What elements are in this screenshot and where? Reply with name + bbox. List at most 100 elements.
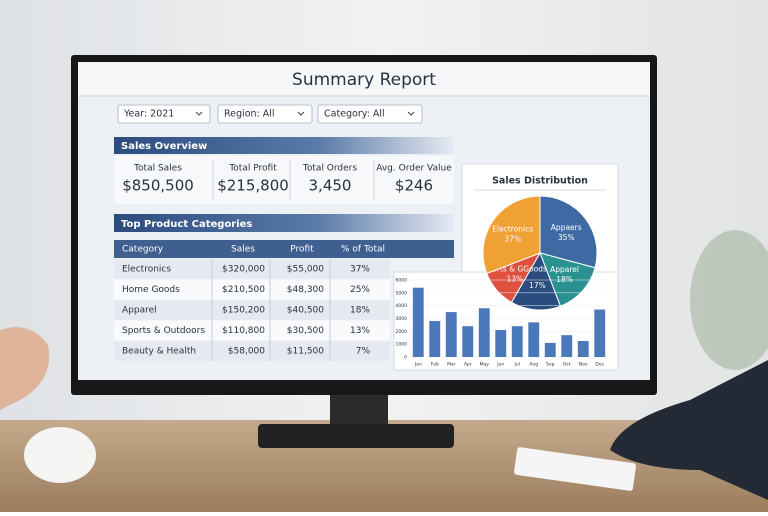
bar [478, 308, 490, 357]
kpi-value: 3,450 [309, 177, 352, 195]
slice-label: Appaers [551, 223, 582, 232]
kpi-value: $850,500 [122, 177, 194, 195]
kpi-label: Avg. Order Value [376, 164, 452, 174]
y-tick-label: 1000 [396, 342, 408, 348]
chevron [195, 111, 203, 116]
section-title: Sales Overview [121, 141, 207, 152]
y-tick-label: 2000 [396, 329, 408, 335]
table-row [114, 300, 390, 320]
table-cell: Beauty & Health [122, 347, 196, 357]
filter-label: Year: 2021 [123, 109, 174, 120]
table-header [114, 240, 454, 258]
column-header: % of Total [341, 245, 385, 255]
bar [528, 322, 540, 357]
x-tick-label: Jun [496, 362, 504, 368]
table-row [114, 259, 390, 279]
table-cell: 13% [350, 326, 370, 336]
table-cell: 18% [350, 306, 370, 316]
kpi-label: Total Profit [228, 164, 277, 174]
table-cell: Apparel [122, 306, 157, 316]
column-header: Category [122, 245, 164, 255]
table-cell: $110,800 [222, 326, 265, 336]
table-cell: $30,500 [287, 326, 324, 336]
bar [511, 326, 523, 357]
kpi-label: Total Orders [302, 164, 357, 174]
hand-left [0, 327, 50, 410]
filter-dropdown[interactable] [117, 104, 211, 124]
x-tick-label: Aug [529, 362, 538, 368]
table-cell: $150,200 [222, 306, 265, 316]
table-cell: 7% [356, 347, 371, 357]
y-tick-label: 6000 [396, 278, 408, 284]
column-header: Profit [290, 245, 314, 255]
table-cell: $320,000 [222, 265, 265, 275]
pie-title: Sales Distribution [492, 176, 588, 187]
x-tick-label: Jan [414, 362, 422, 368]
table-cell: Electronics [122, 265, 171, 275]
slice-label: Apparel [550, 265, 579, 274]
table-cell: $210,500 [222, 285, 265, 295]
bar [544, 342, 556, 357]
bar [412, 287, 424, 357]
chevron [407, 111, 415, 116]
filter-dropdown[interactable] [317, 104, 423, 124]
table-cell: $11,500 [287, 347, 324, 357]
slice-value: 37% [504, 234, 521, 243]
table-cell: 25% [350, 285, 370, 295]
pie-slice [539, 195, 598, 269]
y-tick-label: 3000 [396, 316, 408, 322]
bar [577, 340, 589, 357]
table-cell: $40,500 [287, 306, 324, 316]
filter-dropdown[interactable] [217, 104, 313, 124]
monitor-base [258, 424, 454, 448]
plant [690, 230, 768, 370]
bar [495, 330, 507, 357]
x-tick-label: Sep [546, 362, 555, 368]
bar [445, 312, 457, 357]
table-row [114, 320, 390, 341]
header-bar [78, 62, 650, 96]
table-cell: $48,300 [287, 285, 324, 295]
bar [429, 321, 441, 357]
pie-slice [482, 195, 541, 275]
overview-band [114, 137, 454, 154]
column-header: Sales [231, 245, 255, 255]
x-tick-label: Nov [579, 362, 588, 368]
slice-value: 35% [558, 233, 575, 242]
y-tick-label: 4000 [396, 303, 408, 309]
slice-value: 17% [529, 281, 546, 290]
bar [594, 309, 606, 357]
y-tick-label: 0 [404, 355, 407, 361]
x-tick-label: Mar [447, 362, 456, 368]
section-title: Top Product Categories [121, 219, 252, 230]
bar [561, 335, 573, 357]
table-cell: Home Goods [122, 285, 180, 295]
x-tick-label: Jul [514, 362, 520, 368]
x-tick-label: Oct [563, 362, 571, 368]
x-tick-label: Dec [595, 362, 604, 368]
slice-label: Electronics [492, 224, 533, 233]
bar [462, 326, 474, 357]
filter-label: Region: All [224, 109, 275, 120]
filter-label: Category: All [324, 109, 385, 120]
table-row [114, 341, 390, 361]
x-tick-label: Feb [431, 362, 439, 368]
pie-slice [510, 251, 562, 311]
slice-value: 18% [556, 275, 573, 284]
notebook [514, 447, 636, 491]
x-tick-label: May [480, 362, 490, 368]
sleeve-right [610, 360, 768, 500]
mug [24, 427, 96, 483]
table-row [114, 279, 390, 300]
table-cell: Sports & Outdoors [122, 326, 205, 336]
slice-value: 13% [507, 274, 524, 283]
chevron [297, 111, 305, 116]
monitor-neck [330, 392, 388, 426]
kpi-label: Total Sales [133, 164, 182, 174]
slice-label: Sports & GGoods [483, 264, 547, 273]
y-tick-label: 5000 [396, 290, 408, 296]
kpi-panel [114, 156, 454, 204]
table-cell: $58,000 [228, 347, 265, 357]
